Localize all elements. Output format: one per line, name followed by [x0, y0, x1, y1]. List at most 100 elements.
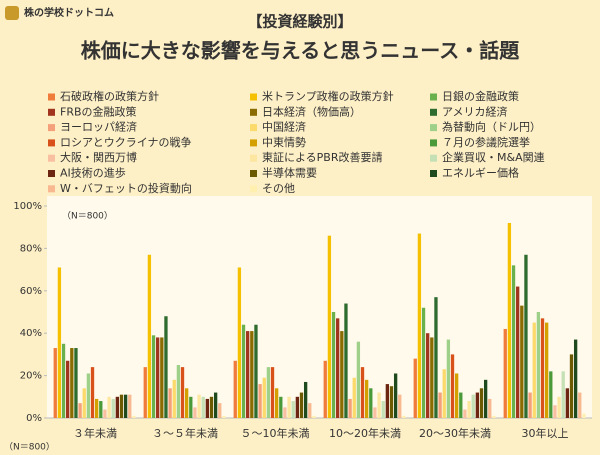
legend-swatch	[430, 108, 437, 116]
bar	[569, 354, 574, 418]
y-tick-label: 40%	[20, 328, 42, 339]
bar	[417, 233, 422, 418]
note: （N＝800）	[62, 211, 113, 222]
bar	[398, 394, 402, 418]
bar	[193, 407, 197, 418]
bar	[78, 403, 82, 418]
bar	[434, 297, 438, 418]
legend-label: 米トランプ政権の政策方針	[262, 89, 394, 103]
chart-subtitle: 【投資経験別】	[247, 13, 352, 31]
bar	[303, 381, 308, 418]
bar	[132, 415, 136, 418]
legend-label: エネルギー価格	[442, 166, 519, 180]
bar	[189, 396, 193, 418]
bar	[279, 396, 283, 418]
bar	[246, 331, 250, 418]
bar	[213, 392, 218, 418]
bar	[393, 373, 398, 418]
bar	[180, 367, 185, 418]
bar	[295, 396, 300, 418]
bar	[446, 339, 451, 418]
legend-label: ヨーロッパ経済	[60, 120, 137, 134]
bar	[90, 367, 95, 418]
legend-swatch	[250, 93, 257, 101]
bar	[156, 337, 160, 418]
y-tick-label: 80%	[20, 243, 42, 254]
bar	[95, 398, 99, 418]
legend-label: アメリカ経済	[442, 104, 507, 118]
bar	[365, 379, 369, 418]
bar	[111, 398, 115, 418]
bar	[70, 348, 74, 418]
x-tick-label: 20～30年未満	[419, 426, 491, 440]
bar	[323, 360, 327, 418]
legend-label: その他	[262, 182, 295, 195]
bar	[503, 328, 507, 418]
bar	[467, 401, 471, 418]
bar	[381, 401, 385, 418]
bar	[389, 386, 394, 418]
bar	[237, 267, 242, 418]
y-tick-label: 100%	[13, 201, 42, 212]
legend-swatch	[250, 108, 257, 116]
bar	[553, 405, 557, 418]
bar	[582, 413, 586, 418]
legend-swatch	[48, 108, 55, 116]
legend-swatch	[250, 185, 257, 193]
bar	[270, 367, 275, 418]
bar	[344, 303, 348, 418]
logo-icon	[5, 6, 19, 20]
y-tick-label: 0%	[26, 413, 42, 424]
bar	[442, 369, 446, 418]
bar	[283, 407, 287, 418]
bar	[197, 394, 201, 418]
legend-label: ロシアとウクライナの戦争	[60, 135, 192, 149]
bar	[258, 384, 262, 418]
legend-label: 半導体需要	[262, 166, 317, 180]
bar	[348, 398, 352, 418]
bar	[528, 392, 532, 418]
bar	[185, 388, 189, 418]
bar	[511, 265, 516, 418]
legend-swatch	[48, 170, 55, 177]
bar	[61, 343, 66, 418]
legend-label: 企業買収・M&A関連	[442, 150, 545, 164]
bar	[222, 415, 226, 418]
bar	[479, 388, 484, 418]
legend-label: 石破政権の政策方針	[60, 89, 159, 103]
legend-label: 為替動向（ドル円）	[442, 120, 541, 134]
bar	[360, 367, 365, 418]
bar	[483, 379, 488, 418]
bar	[233, 360, 237, 418]
x-tick-label: ３～５年未満	[152, 426, 218, 440]
legend-swatch	[48, 139, 55, 147]
bar	[520, 305, 524, 418]
bar	[107, 396, 111, 418]
legend-label: FRBの金融政策	[60, 104, 137, 118]
bar	[143, 367, 147, 418]
bar	[254, 324, 258, 418]
note: （N＝800）	[4, 442, 55, 453]
bar	[578, 392, 582, 418]
legend-swatch	[48, 124, 55, 132]
legend-swatch	[430, 170, 437, 177]
bar	[373, 407, 377, 418]
bar	[312, 415, 316, 418]
bar	[471, 394, 475, 418]
bar	[164, 316, 168, 418]
bar	[573, 339, 578, 418]
bar	[82, 388, 86, 418]
bar	[176, 365, 181, 418]
x-tick-label: 10～20年未満	[329, 426, 401, 440]
legend-swatch	[250, 124, 257, 132]
legend-swatch	[250, 154, 257, 162]
bar	[377, 392, 381, 418]
legend-label: 中東情勢	[262, 135, 306, 149]
bar	[557, 396, 561, 418]
bar	[413, 358, 417, 418]
y-tick-label: 20%	[20, 371, 42, 382]
bar	[352, 377, 356, 418]
bar	[287, 396, 291, 418]
bar	[218, 403, 222, 418]
